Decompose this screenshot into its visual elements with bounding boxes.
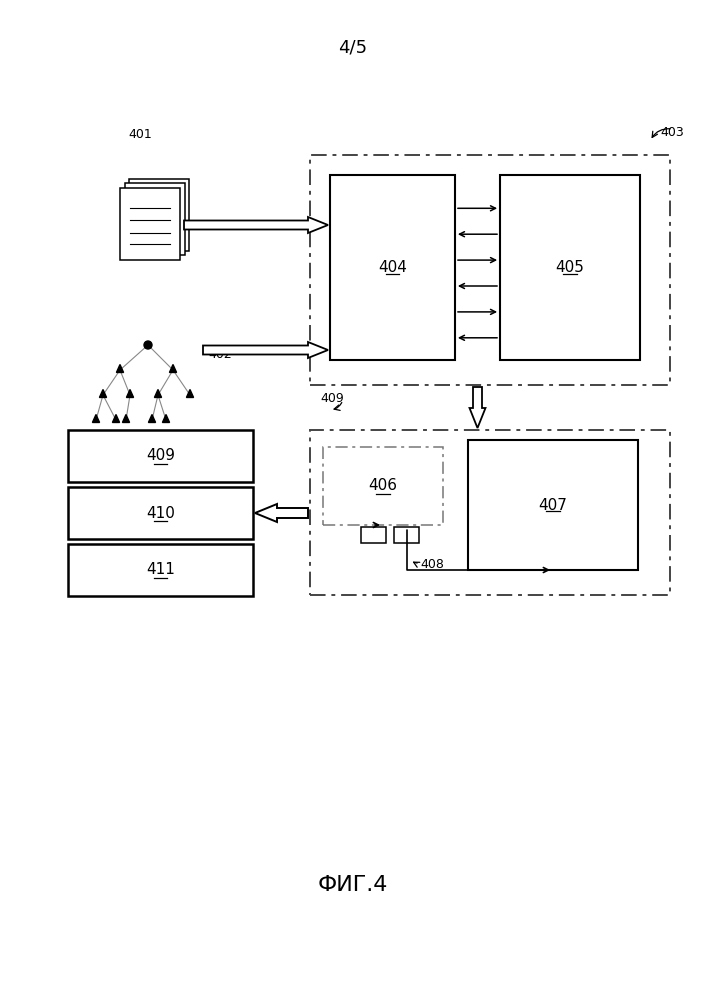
Bar (323, 447, 443, 525)
Bar (468, 440, 638, 570)
Bar (129, 179, 189, 251)
Text: 4/5: 4/5 (339, 39, 368, 57)
Bar (361, 527, 386, 543)
Bar (310, 430, 670, 595)
Polygon shape (117, 364, 124, 372)
Polygon shape (112, 414, 119, 422)
Bar (125, 183, 185, 255)
Text: 404: 404 (378, 260, 407, 275)
Polygon shape (170, 364, 177, 372)
Polygon shape (127, 389, 134, 397)
Text: 405: 405 (556, 260, 585, 275)
Text: 410: 410 (146, 506, 175, 520)
Circle shape (144, 341, 152, 349)
Bar (330, 175, 455, 360)
Text: 402: 402 (208, 349, 232, 361)
Text: 408: 408 (420, 558, 444, 572)
Polygon shape (122, 414, 129, 422)
Bar (68, 487, 253, 539)
Polygon shape (163, 414, 170, 422)
Bar (68, 430, 253, 482)
FancyArrow shape (184, 217, 328, 233)
Text: 403: 403 (660, 126, 684, 139)
FancyArrow shape (469, 387, 486, 428)
Text: 409: 409 (146, 448, 175, 464)
Text: 401: 401 (128, 128, 152, 141)
Polygon shape (154, 389, 162, 397)
Bar (500, 175, 640, 360)
Bar (68, 544, 253, 596)
Text: ФИГ.4: ФИГ.4 (318, 875, 388, 895)
Bar (120, 188, 180, 260)
Polygon shape (100, 389, 107, 397)
FancyArrow shape (255, 504, 308, 522)
Text: 411: 411 (146, 562, 175, 578)
Polygon shape (148, 414, 156, 422)
Text: 406: 406 (368, 479, 397, 493)
Polygon shape (187, 389, 194, 397)
Bar (394, 527, 419, 543)
Bar (310, 155, 670, 385)
Text: 407: 407 (539, 497, 568, 512)
FancyArrow shape (203, 342, 328, 358)
Text: 409: 409 (320, 391, 344, 404)
Polygon shape (93, 414, 100, 422)
